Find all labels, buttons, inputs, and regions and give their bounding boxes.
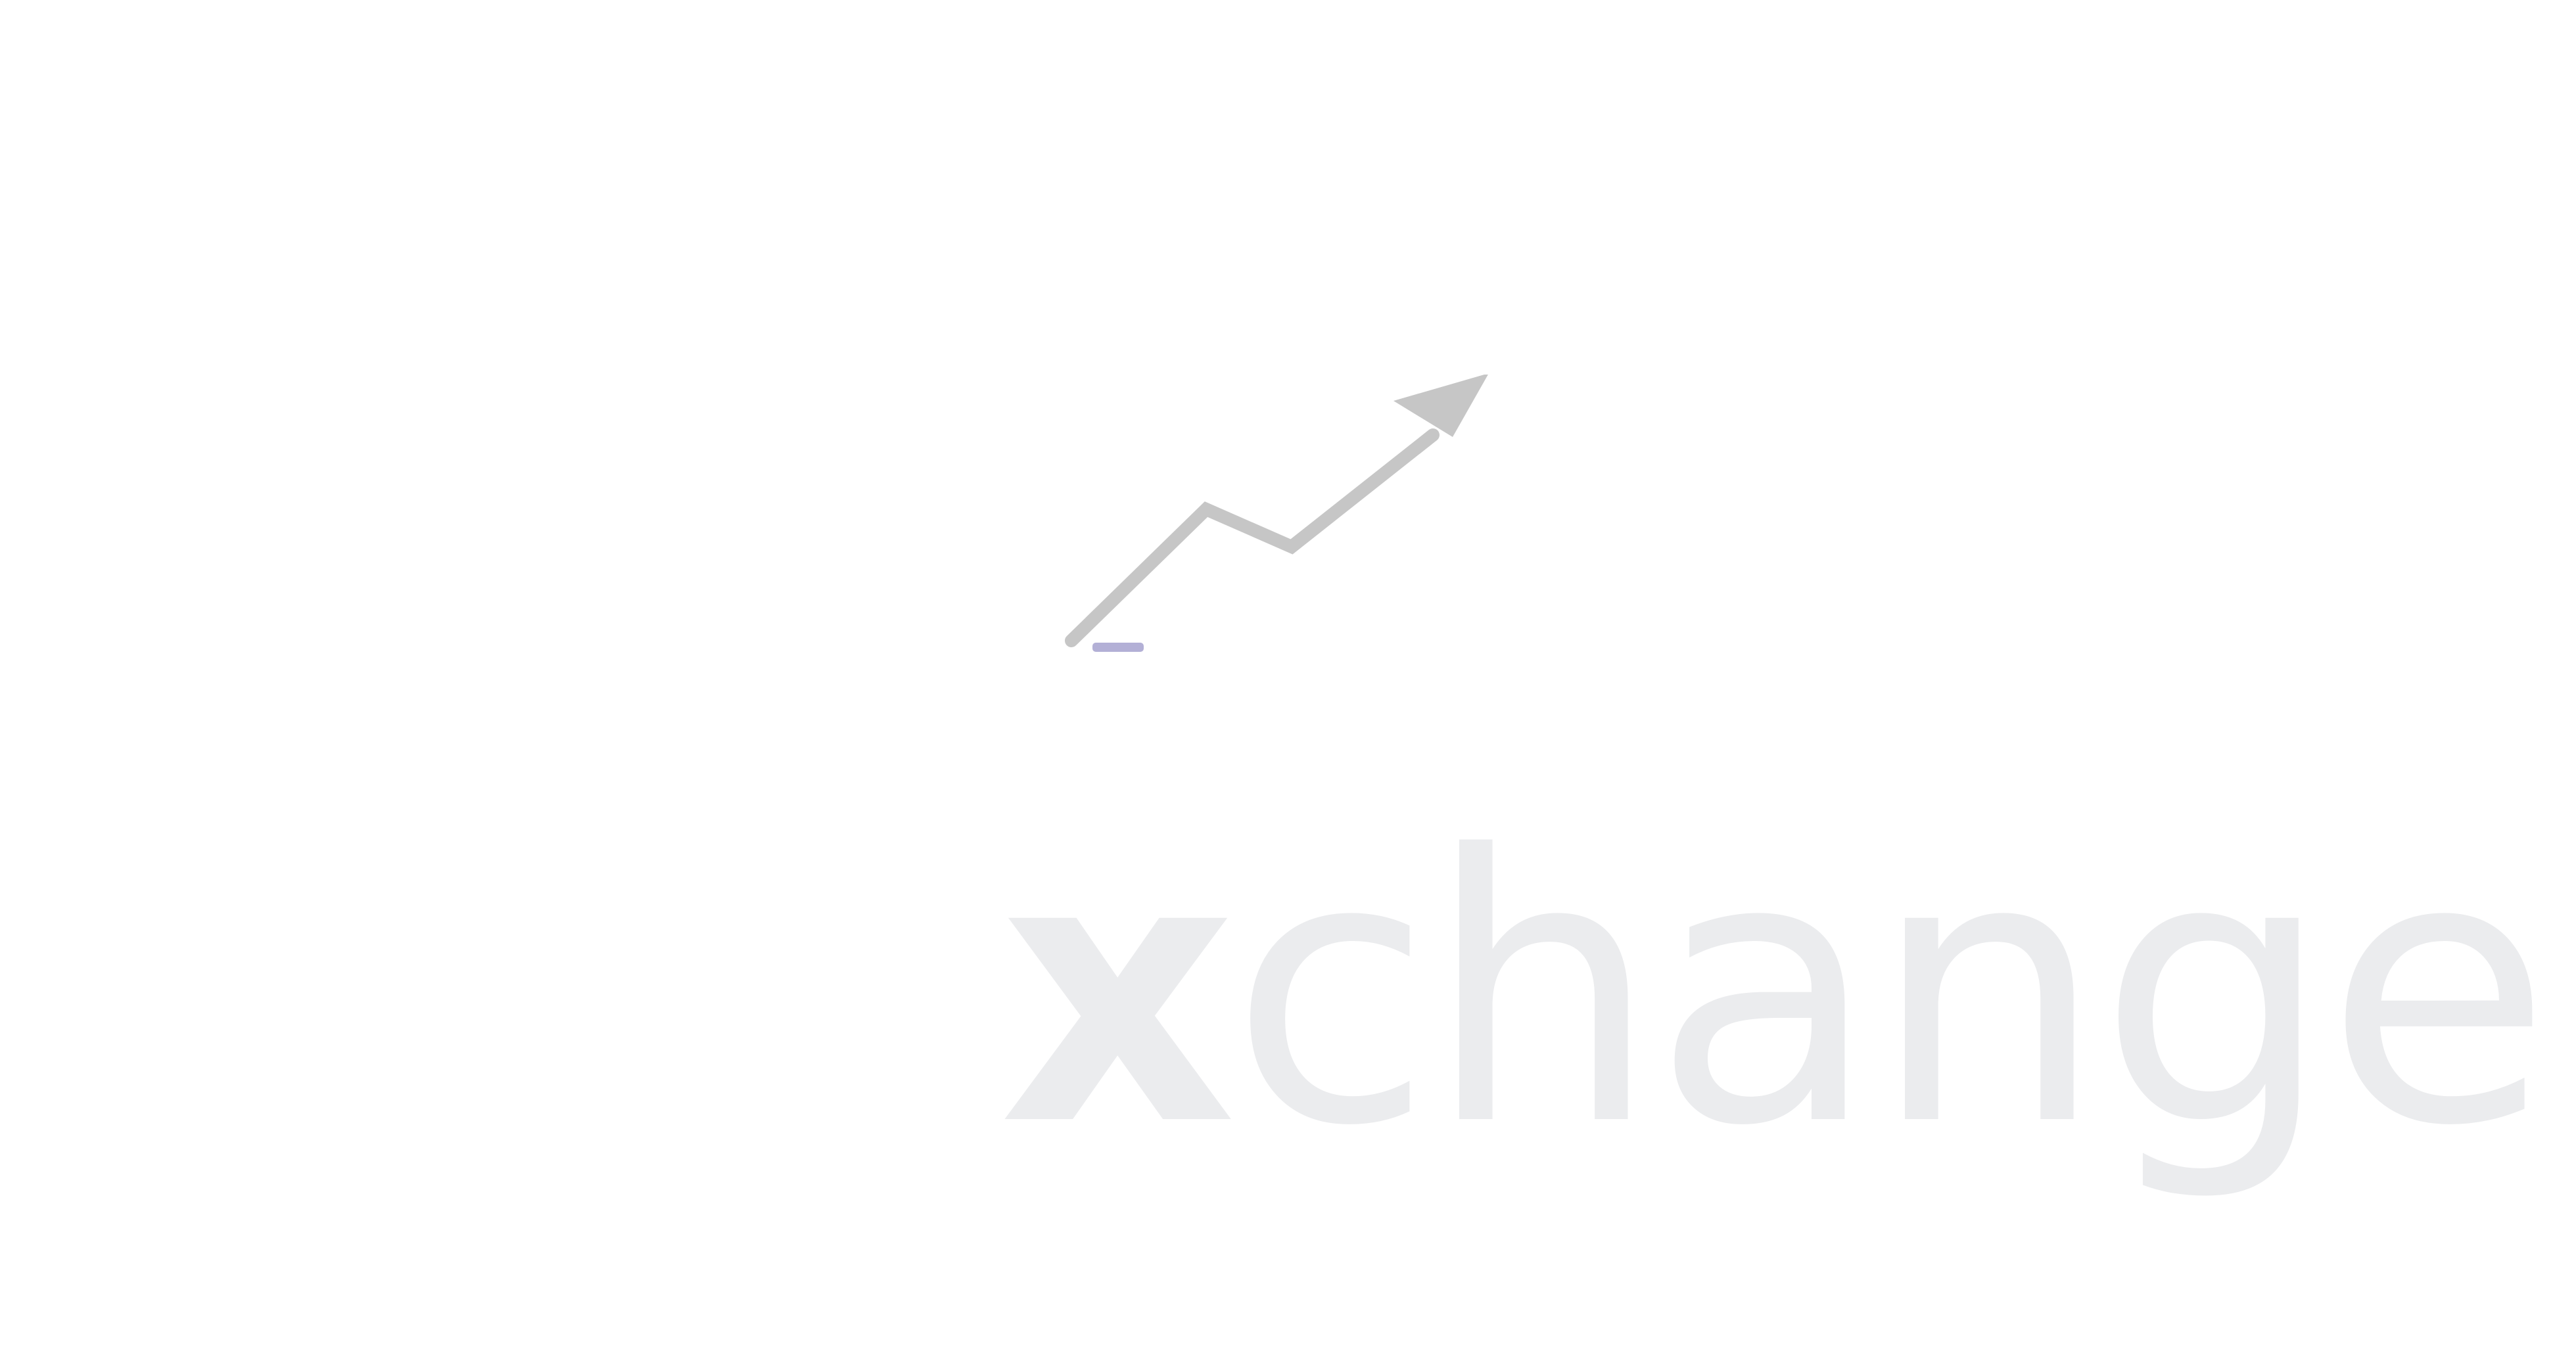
trend-arrow-icon: [1052, 375, 1512, 670]
trend-line: [1065, 428, 1440, 647]
wordmark-rest: change: [1230, 778, 2552, 1206]
wordmark: xchange: [999, 808, 2552, 1229]
wordmark-lead: x: [999, 778, 1236, 1206]
arrow-head: [1393, 375, 1488, 437]
accent-tab-icon: [1092, 643, 1144, 652]
